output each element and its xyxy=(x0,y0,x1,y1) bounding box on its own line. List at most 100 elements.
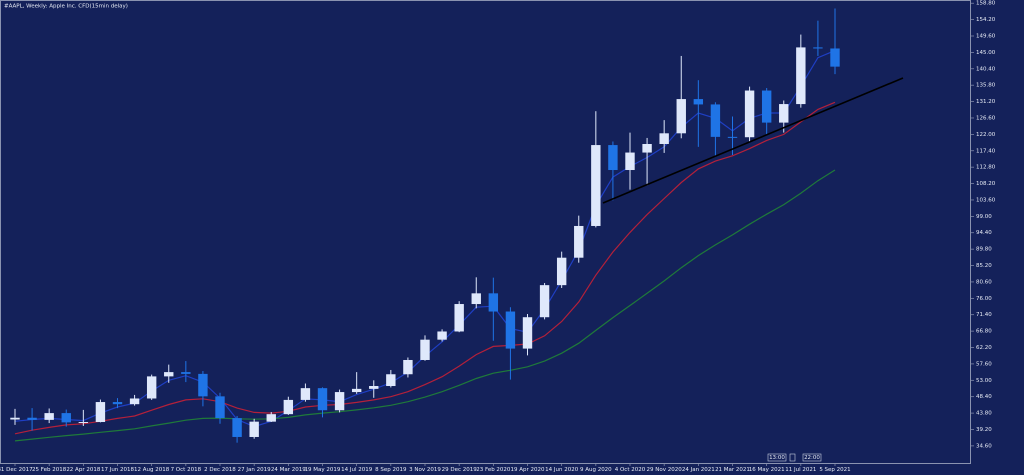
candle-body xyxy=(232,418,242,437)
x-tick-label: 16 May 2021 xyxy=(749,467,785,473)
time-box xyxy=(789,453,796,462)
y-tick-label: 154.20 xyxy=(976,17,996,23)
y-tick-label: 62.20 xyxy=(976,345,992,351)
candle-body xyxy=(164,372,174,377)
candle-body xyxy=(129,398,140,405)
x-tick-label: 5 Sep 2021 xyxy=(819,467,850,473)
y-tick-label: 76.00 xyxy=(976,296,992,302)
y-tick-label: 34.60 xyxy=(976,443,992,449)
y-tick-label: 145.00 xyxy=(976,50,996,56)
candle-body xyxy=(78,422,89,424)
y-tick-label: 57.60 xyxy=(976,361,992,367)
candle-body xyxy=(574,225,584,258)
candle-body xyxy=(813,47,823,49)
y-tick-label: 149.60 xyxy=(976,33,996,39)
candle-body xyxy=(642,143,652,153)
time-marker: 13:00 xyxy=(769,455,785,461)
candle-body xyxy=(659,133,669,144)
x-tick-label: 14 Jul 2019 xyxy=(341,467,373,473)
candle-body xyxy=(420,339,430,360)
candle-body xyxy=(317,388,328,411)
x-tick-label: 21 Mar 2021 xyxy=(715,467,750,473)
y-tick-label: 94.40 xyxy=(976,230,992,236)
candle-body xyxy=(744,90,755,138)
candle-body xyxy=(488,293,499,312)
candle-body xyxy=(761,90,772,123)
candle-body xyxy=(112,402,123,405)
candle-body xyxy=(710,104,721,137)
y-tick-label: 80.60 xyxy=(976,279,992,285)
x-tick-label: 31 Dec 2017 xyxy=(0,467,33,473)
candle-body xyxy=(10,417,20,420)
candle-body xyxy=(608,145,618,171)
x-tick-label: 23 Feb 2020 xyxy=(476,467,511,473)
x-tick-label: 24 Jan 2021 xyxy=(682,467,715,473)
candle-body xyxy=(625,152,635,171)
plot-layer xyxy=(10,8,840,443)
x-tick-label: 29 Dec 2019 xyxy=(442,467,478,473)
x-tick-label: 24 Mar 2019 xyxy=(271,467,306,473)
time-marker: 22:00 xyxy=(804,455,820,461)
chart-title: #AAPL, Weekly: Apple Inc. CFD(15min dela… xyxy=(4,4,128,10)
candle-body xyxy=(266,414,276,422)
x-tick-label: 17 Jun 2018 xyxy=(101,467,135,473)
y-tick-label: 71.40 xyxy=(976,312,992,318)
x-tick-label: 7 Oct 2018 xyxy=(171,467,202,473)
candle-body xyxy=(27,417,37,420)
y-tick-label: 85.20 xyxy=(976,263,992,269)
y-tick-label: 158.80 xyxy=(976,1,996,7)
x-tick-label: 27 Jan 2019 xyxy=(238,467,271,473)
candle-body xyxy=(249,421,259,437)
x-tick-label: 4 Oct 2020 xyxy=(615,467,646,473)
x-tick-label: 12 Aug 2018 xyxy=(134,467,170,473)
candle-body xyxy=(215,396,225,419)
y-tick-label: 135.80 xyxy=(976,83,996,89)
candle-body xyxy=(779,104,789,123)
candle-body xyxy=(591,145,601,226)
y-tick-label: 117.40 xyxy=(976,148,996,154)
candle-body xyxy=(437,331,447,340)
x-tick-label: 8 Sep 2019 xyxy=(375,467,407,473)
trend-line xyxy=(602,77,904,204)
candle-body xyxy=(796,47,806,105)
candle-body xyxy=(369,386,379,389)
x-tick-label: 19 May 2019 xyxy=(305,467,341,473)
x-tick-label: 25 Feb 2018 xyxy=(32,467,67,473)
candle-body xyxy=(556,257,567,286)
candle-body xyxy=(505,311,516,349)
x-tick-label: 2 Dec 2018 xyxy=(204,467,236,473)
candle-body xyxy=(727,136,738,138)
y-tick-label: 140.40 xyxy=(976,66,996,72)
candle-body xyxy=(676,99,686,134)
y-tick-label: 126.60 xyxy=(976,115,996,121)
candle-body xyxy=(334,392,345,411)
y-tick-label: 89.80 xyxy=(976,247,992,253)
candle-body xyxy=(539,285,550,318)
y-tick-label: 66.80 xyxy=(976,329,992,335)
candle-body xyxy=(454,304,464,332)
moving-average xyxy=(14,169,836,442)
y-tick-label: 131.20 xyxy=(976,99,996,105)
moving-average xyxy=(14,101,836,435)
candle-body xyxy=(198,373,208,397)
candle-body xyxy=(403,359,413,375)
x-tick-label: 22 Apr 2018 xyxy=(66,467,101,473)
plot-frame xyxy=(0,0,971,464)
candle-body xyxy=(386,374,396,387)
candle-body xyxy=(351,388,362,393)
y-tick-label: 53.00 xyxy=(976,378,992,384)
candle-body xyxy=(830,48,840,67)
y-tick-label: 39.20 xyxy=(976,427,992,433)
x-tick-label: 14 Jun 2020 xyxy=(545,467,579,473)
x-tick-label: 3 Nov 2019 xyxy=(409,467,441,473)
time-box xyxy=(802,453,822,462)
x-tick-label: 29 Nov 2020 xyxy=(647,467,683,473)
y-tick-label: 99.00 xyxy=(976,214,992,220)
candle-body xyxy=(471,293,481,305)
candle-body xyxy=(146,376,157,399)
candle-body xyxy=(693,99,704,105)
candle-body xyxy=(522,317,533,349)
